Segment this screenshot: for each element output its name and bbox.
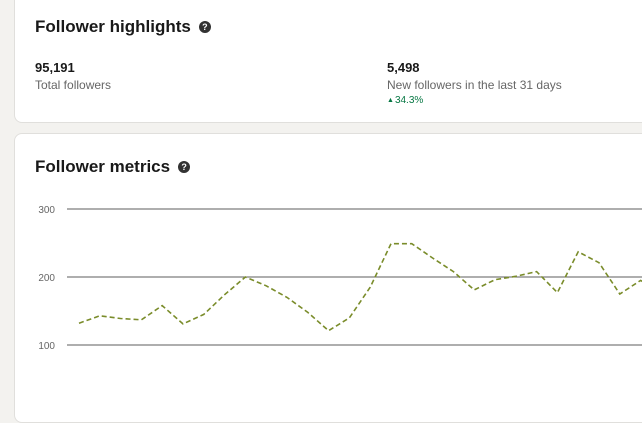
data-point[interactable] [219,289,231,301]
data-point[interactable] [198,308,210,320]
new-followers-change-value: 34.3% [394,95,424,106]
series-line [78,242,642,332]
follower-metrics-heading: Follower metrics [35,157,171,176]
follower-metrics-title: Follower metrics ? [35,157,191,177]
data-point[interactable] [468,284,480,296]
data-point[interactable] [177,318,189,330]
data-point[interactable] [73,317,85,329]
y-tick-label: 200 [38,273,55,284]
data-point[interactable] [323,325,335,337]
y-tick-label: 100 [38,341,55,352]
follower-highlights-title: Follower highlights ? [35,17,211,37]
data-point[interactable] [427,252,439,264]
data-point[interactable] [489,274,501,286]
new-followers-value: 5,498 [387,60,420,75]
data-point[interactable] [572,246,584,258]
data-point[interactable] [156,300,168,312]
data-point[interactable] [593,257,605,269]
data-point[interactable] [406,238,418,250]
new-followers-change: ▲ 34.3% [387,95,562,106]
question-circle-icon[interactable]: ? [198,21,211,33]
data-point[interactable] [531,266,543,278]
total-followers-stat: 95,191 Total followers [35,60,111,92]
new-followers-stat: 5,498 New followers in the last 31 days … [387,60,562,106]
triangle-up-icon: ▲ [387,97,394,104]
total-followers-value: 95,191 [35,60,75,75]
data-point[interactable] [302,306,314,318]
follower-highlights-card: Follower highlights ? 95,191 Total follo… [14,0,642,123]
data-point[interactable] [510,270,522,282]
follower-metrics-chart: 300 200 100 [38,205,642,352]
total-followers-label: Total followers [35,78,112,92]
data-point[interactable] [135,314,147,326]
data-point[interactable] [551,287,563,299]
data-point[interactable] [364,281,376,293]
data-point[interactable] [447,266,459,278]
data-point[interactable] [281,291,293,303]
follower-metrics-card: Follower metrics ? [14,133,642,423]
data-point[interactable] [614,288,626,300]
data-point[interactable] [385,238,397,250]
question-circle-icon[interactable]: ? [178,161,191,173]
data-point[interactable] [260,280,272,292]
data-point[interactable] [343,312,355,324]
new-followers-label: New followers in the last 31 days [387,78,562,92]
data-point[interactable] [94,310,106,322]
y-tick-label: 300 [38,205,55,216]
data-point[interactable] [239,271,251,283]
follower-highlights-heading: Follower highlights [35,17,191,36]
data-point[interactable] [115,312,127,324]
data-point[interactable] [635,274,642,286]
